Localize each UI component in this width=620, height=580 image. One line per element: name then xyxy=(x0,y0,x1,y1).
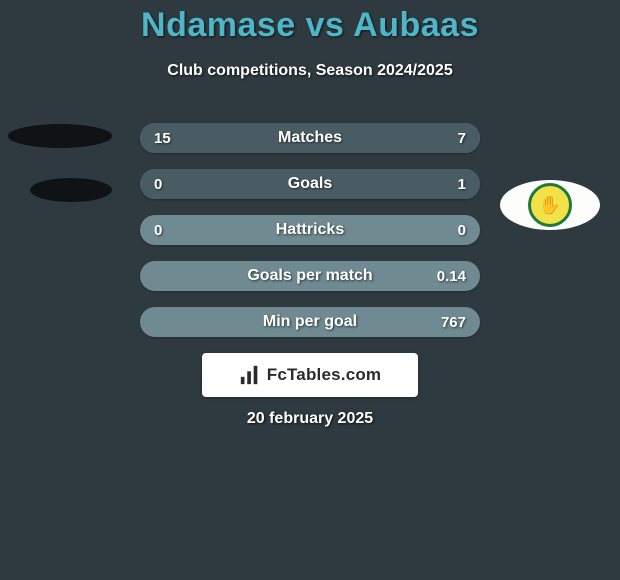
club-crest-glyph: ✋ xyxy=(539,195,561,216)
stat-row: Matches15 7 xyxy=(140,123,480,153)
left-player-badge-1 xyxy=(8,124,112,148)
stat-value-left: 0 xyxy=(140,169,176,199)
date-line: 20 february 2025 xyxy=(0,410,620,428)
right-club-badge: ✋ xyxy=(500,180,600,230)
subtitle: Club competitions, Season 2024/2025 xyxy=(0,62,620,80)
stat-value-left: 15 xyxy=(140,123,185,153)
comparison-infographic: Ndamase vs Aubaas Club competitions, Sea… xyxy=(0,0,620,580)
brand-text: FcTables.com xyxy=(267,365,382,385)
title: Ndamase vs Aubaas xyxy=(0,6,620,45)
stat-row: Goals per match0.14 xyxy=(140,261,480,291)
stat-label: Hattricks xyxy=(140,215,480,245)
stat-value-right: 767 xyxy=(427,307,480,337)
stat-row: Hattricks0 0 xyxy=(140,215,480,245)
club-crest-icon: ✋ xyxy=(528,183,572,227)
stat-row: Min per goal767 xyxy=(140,307,480,337)
stat-value-right: 1 xyxy=(444,169,480,199)
stat-row: Goals0 1 xyxy=(140,169,480,199)
stat-value-right: 0.14 xyxy=(423,261,480,291)
brand-box[interactable]: FcTables.com xyxy=(202,353,418,397)
left-player-badge-2 xyxy=(30,178,112,202)
stat-value-right: 0 xyxy=(444,215,480,245)
bar-chart-icon xyxy=(239,364,261,386)
stat-value-left: 0 xyxy=(140,215,176,245)
stat-label: Goals xyxy=(140,169,480,199)
stat-value-right: 7 xyxy=(444,123,480,153)
stat-label: Matches xyxy=(140,123,480,153)
